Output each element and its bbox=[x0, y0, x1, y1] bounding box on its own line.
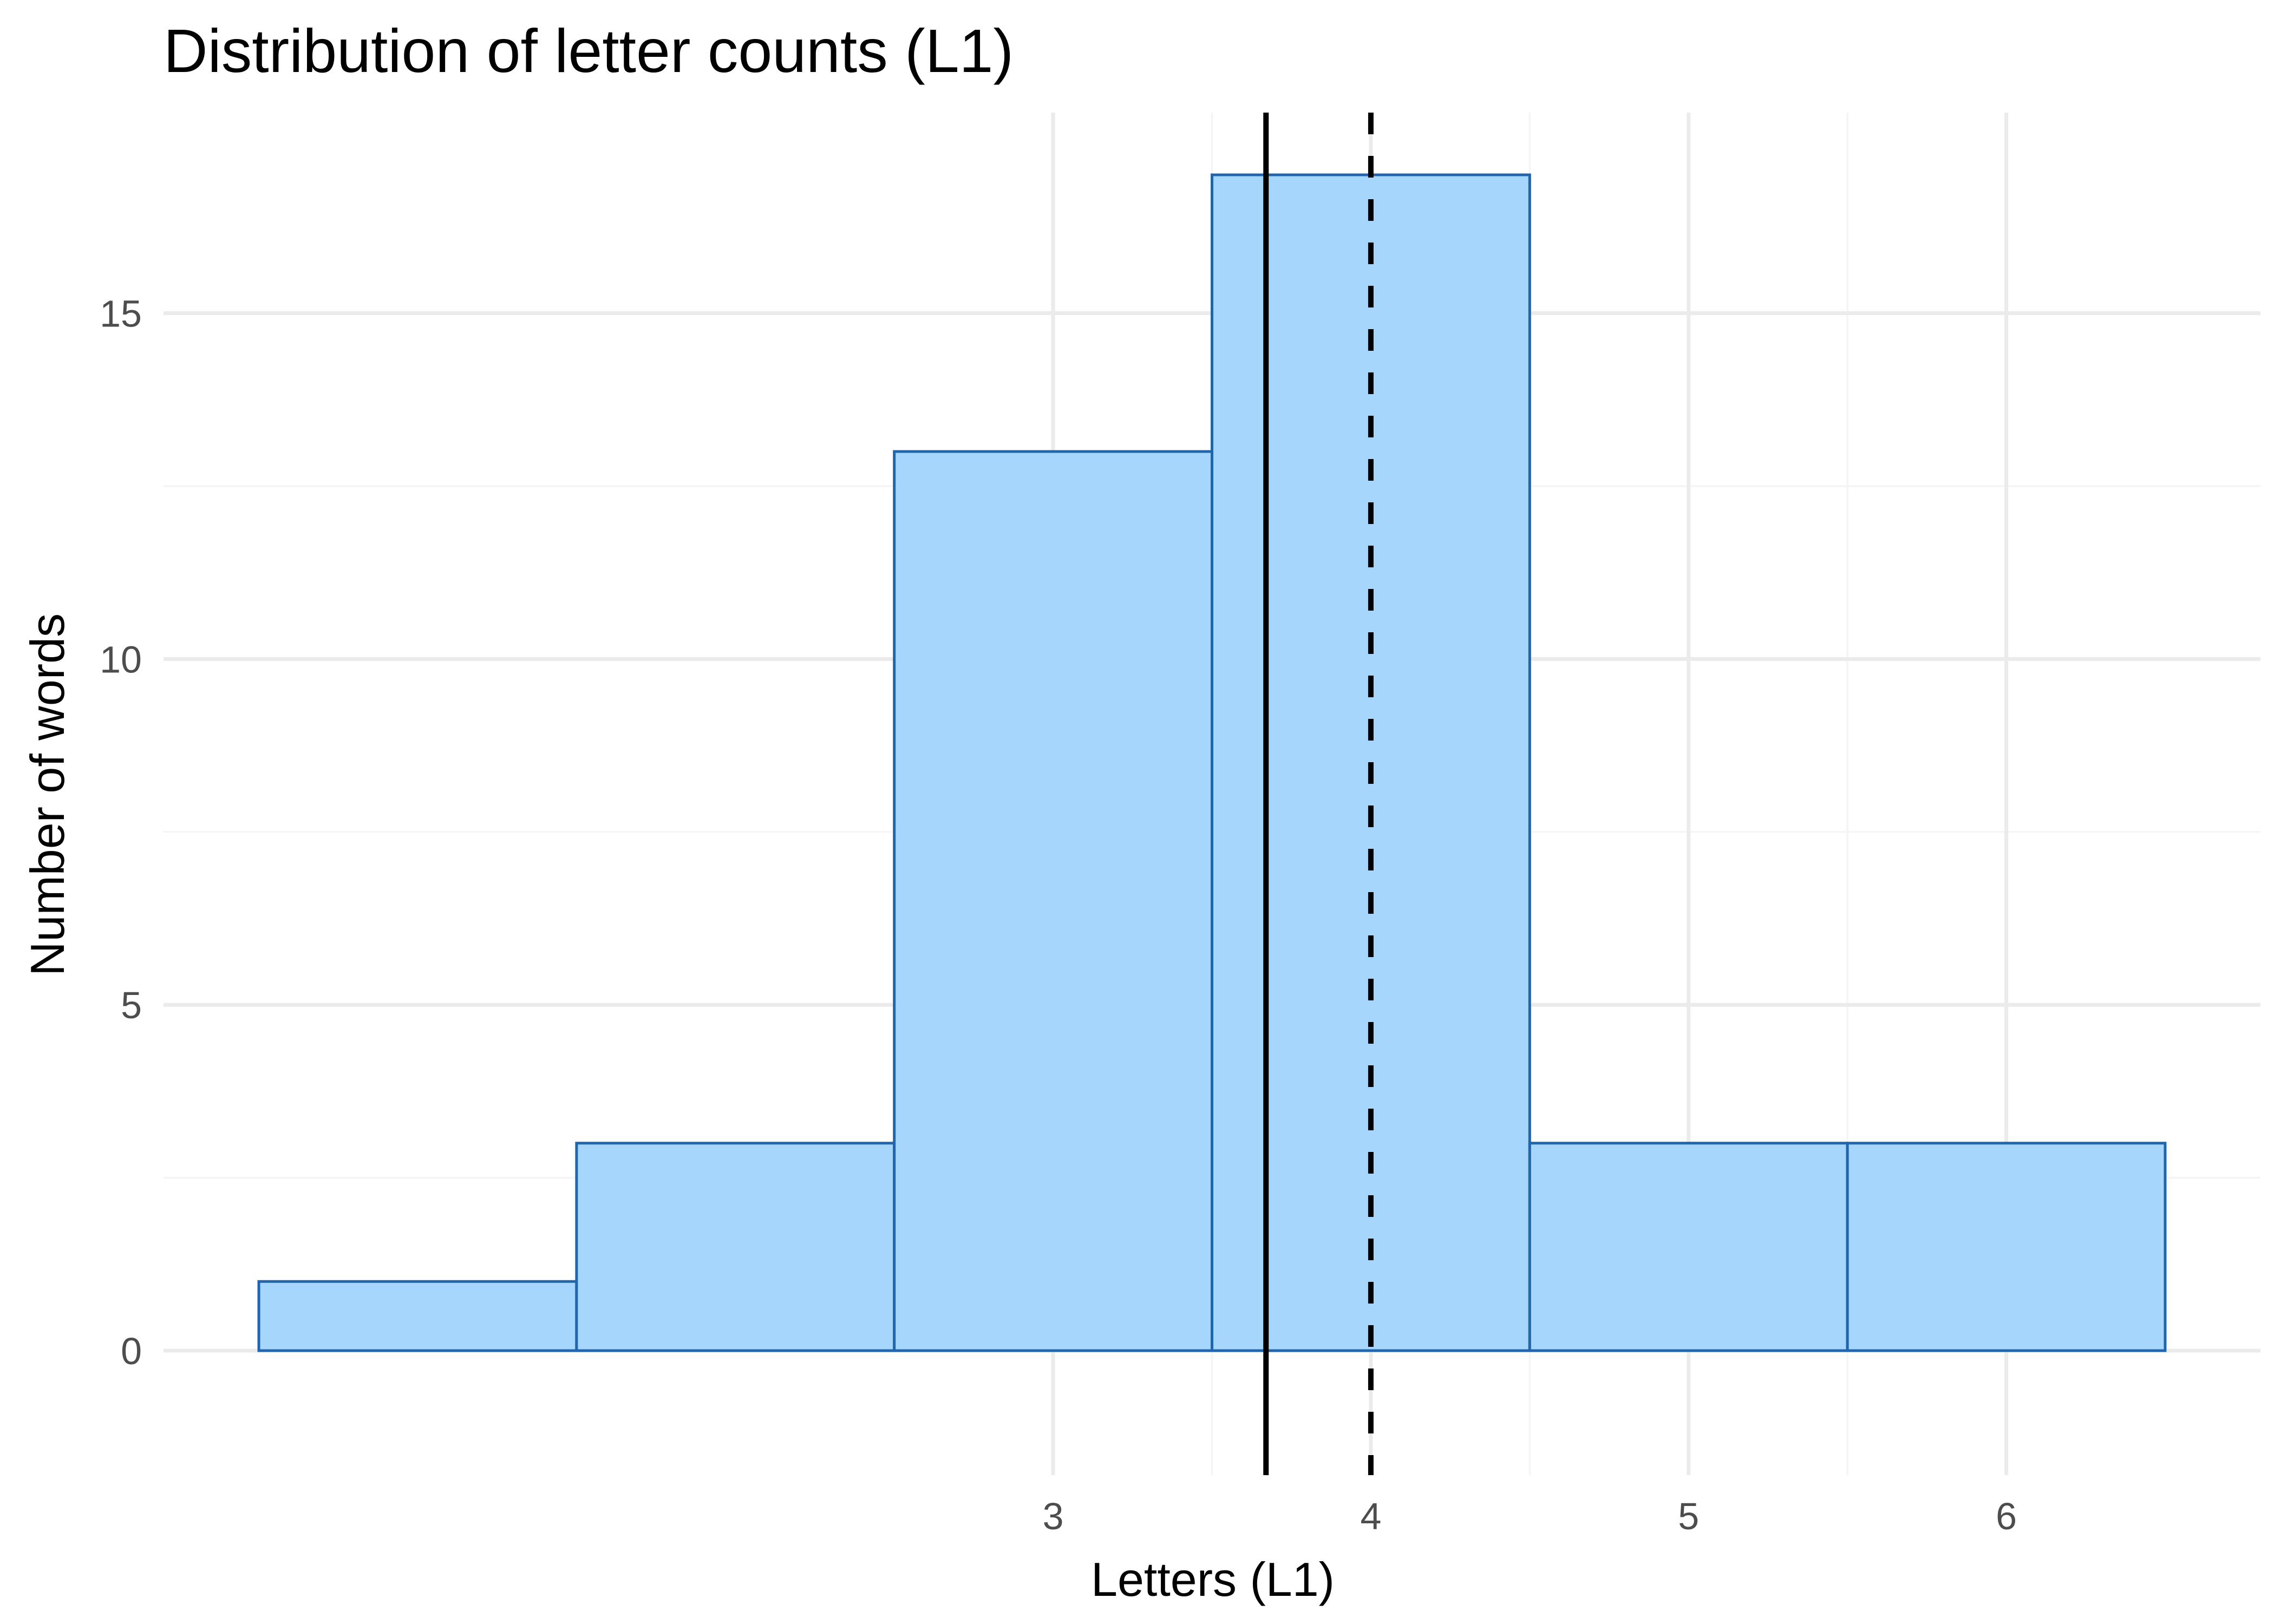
histogram-bar bbox=[1528, 1142, 1849, 1352]
histogram-bars bbox=[257, 173, 2167, 1352]
x-tick-label: 5 bbox=[1678, 1495, 1699, 1537]
x-tick-label: 4 bbox=[1360, 1495, 1381, 1537]
y-tick-labels: 0 5 10 15 bbox=[100, 293, 142, 1372]
y-tick-label: 10 bbox=[100, 638, 142, 680]
x-tick-labels: 3 4 5 6 bbox=[1043, 1495, 2017, 1537]
y-tick-label: 0 bbox=[121, 1330, 142, 1372]
x-tick-label: 3 bbox=[1043, 1495, 1064, 1537]
histogram-bar bbox=[575, 1142, 896, 1352]
histogram-bar bbox=[893, 450, 1213, 1352]
x-axis-title: Letters (L1) bbox=[1091, 1553, 1335, 1606]
histogram-bar bbox=[1846, 1142, 2167, 1352]
x-tick-label: 6 bbox=[1996, 1495, 2017, 1537]
y-tick-label: 5 bbox=[121, 984, 142, 1026]
y-tick-label: 15 bbox=[100, 293, 142, 335]
histogram-bar bbox=[257, 1280, 578, 1352]
y-axis-title: Number of words bbox=[21, 613, 74, 976]
chart-title: Distribution of letter counts (L1) bbox=[164, 17, 1014, 85]
reference-lines bbox=[1263, 113, 1374, 1475]
